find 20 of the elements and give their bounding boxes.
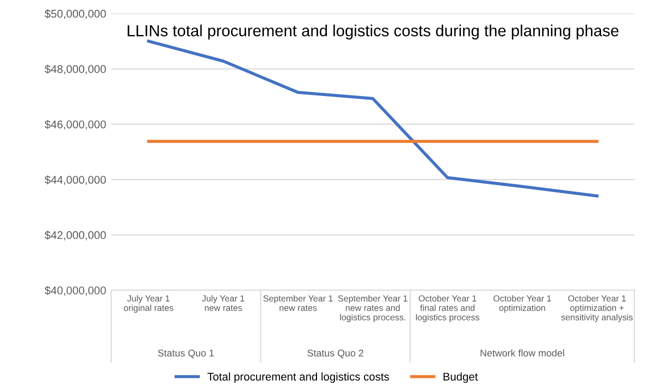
legend-label: Budget [444, 372, 478, 383]
line-series [147, 40, 599, 198]
text: Status Quo 2 [307, 350, 364, 358]
x-tick-label: October Year 1 optimization [493, 295, 552, 313]
x-tick-label: July Year 1 new rates [202, 295, 244, 311]
y-tick-label: $42,000,000 [44, 230, 106, 240]
text: LLINs total procurement and logistics costs during the planning phase [128, 24, 618, 40]
legend-label: Total procurement and logistics costs [207, 372, 389, 383]
y-tick-label: $40,000,000 [44, 286, 106, 296]
text: Network flow model [480, 349, 564, 356]
x-tick-label: September Year 1 new rates and logistics process. [338, 295, 408, 322]
y-tick-label: $44,000,000 [44, 175, 106, 186]
x-tick-label: October Year 1 final rates and logistics process [416, 295, 480, 322]
y-tick-label: $48,000,000 [44, 64, 106, 74]
x-tick-label: July Year 1 original rates [124, 295, 174, 313]
x-tick-label: September Year 1 new rates [263, 295, 333, 311]
x-tick-label: October Year 1 optimization + sensitivity analysis [561, 295, 633, 322]
text: Status Quo 1 [158, 350, 214, 358]
y-tick-label: $50,000,000 [44, 9, 106, 19]
y-tick-label: $46,000,000 [44, 120, 106, 130]
